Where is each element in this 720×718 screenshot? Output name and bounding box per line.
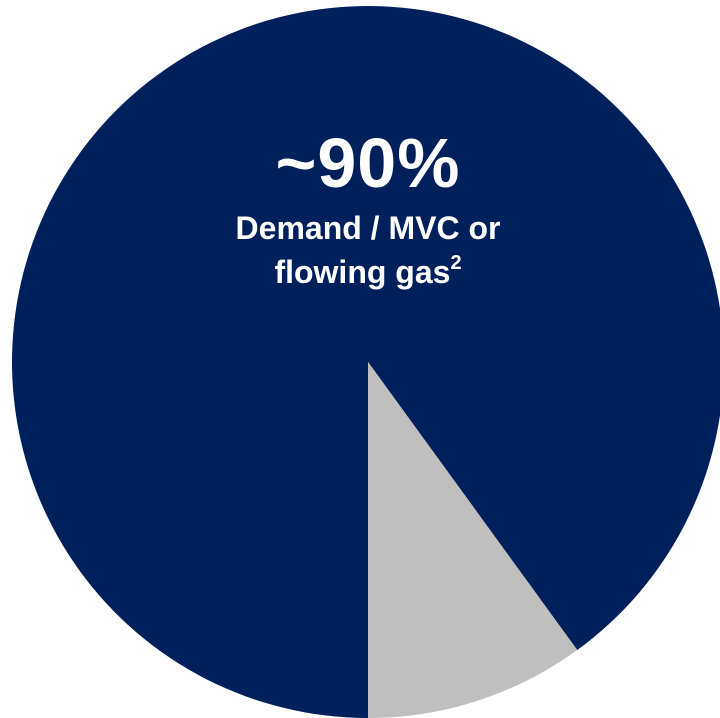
slice-description: Demand / MVC or flowing gas2	[148, 206, 588, 294]
slice-description-line2: flowing gas	[274, 254, 451, 290]
pie-slice-0	[12, 6, 720, 718]
pie-slice-1	[368, 362, 578, 718]
slice-description-line1: Demand / MVC or	[235, 210, 501, 246]
pie-slices	[12, 6, 720, 718]
slice-value-label: ~90%	[275, 124, 461, 202]
slice-label-demand: ~90% Demand / MVC or flowing gas2	[148, 122, 588, 294]
footnote-marker: 2	[450, 252, 462, 274]
